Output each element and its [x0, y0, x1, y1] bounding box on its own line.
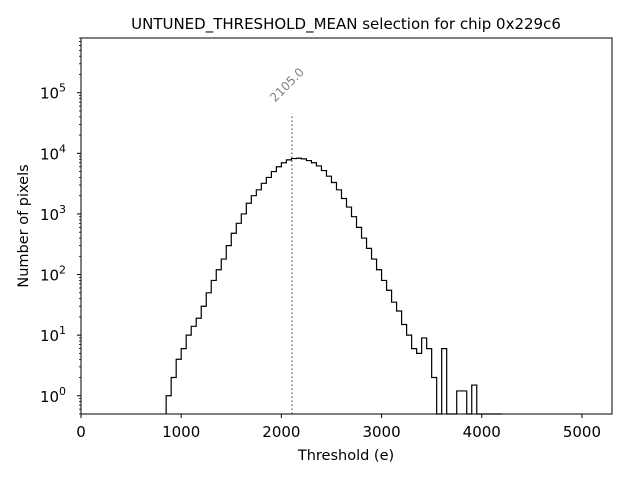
y-tick-label: 10 — [40, 267, 59, 285]
x-axis-label: Threshold (e) — [297, 448, 394, 464]
x-tick-label: 0 — [76, 423, 86, 441]
histogram-outline — [165, 157, 502, 415]
y-tick-label: 10 — [40, 85, 59, 103]
x-tick-label: 5000 — [563, 423, 601, 441]
x-tick-label: 2000 — [262, 423, 300, 441]
chart-title: UNTUNED_THRESHOLD_MEAN selection for chi… — [131, 15, 561, 34]
y-tick-label: 10 — [40, 145, 59, 163]
x-tick-label: 3000 — [362, 423, 400, 441]
y-tick-label: 10 — [40, 206, 59, 224]
plot-frame — [80, 37, 613, 415]
x-axis: 0 1000 2000 3000 4000 5000 — [76, 414, 601, 441]
y-tick-label: 10 — [40, 388, 59, 406]
y-tick-exponent: 4 — [59, 142, 66, 155]
x-tick-label: 1000 — [162, 423, 200, 441]
y-tick-exponent: 3 — [59, 203, 66, 216]
y-tick-exponent: 0 — [59, 385, 66, 398]
y-tick-exponent: 5 — [59, 82, 66, 95]
y-tick-label: 10 — [40, 327, 59, 345]
x-tick-label: 4000 — [463, 423, 501, 441]
y-tick-exponent: 2 — [59, 264, 66, 277]
y-tick-exponent: 1 — [59, 324, 66, 337]
y-axis-label: Number of pixels — [16, 164, 32, 287]
